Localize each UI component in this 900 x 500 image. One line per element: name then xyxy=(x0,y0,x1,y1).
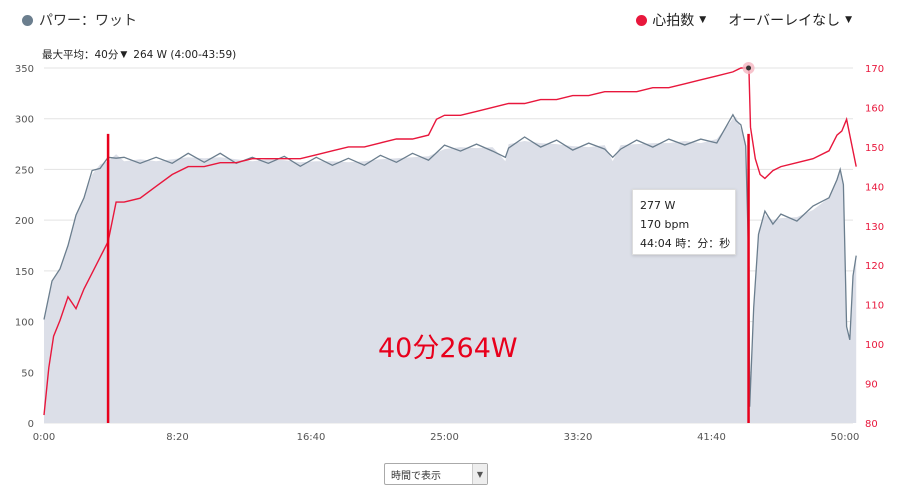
y-left-tick-label: 350 xyxy=(15,64,34,75)
y-right-tick-label: 160 xyxy=(865,103,884,114)
y-right-tick-label: 120 xyxy=(865,261,884,272)
hr-line xyxy=(43,67,857,416)
y-right-tick-label: 110 xyxy=(865,301,884,312)
header-controls: 心拍数 ▼ オーバーレイなし ▼ xyxy=(636,10,852,30)
hover-point xyxy=(746,65,752,71)
y-right-tick-label: 80 xyxy=(865,419,878,430)
overlay-label: オーバーレイなし xyxy=(728,13,841,29)
chart-tooltip: 277 W 170 bpm 44:04 時：分：秒 xyxy=(632,189,736,255)
power-line xyxy=(43,113,857,407)
y-left-tick-label: 250 xyxy=(15,165,34,176)
x-tick-label: 41:40 xyxy=(697,432,726,443)
y-left-tick-label: 200 xyxy=(15,216,34,227)
chevron-down-icon: ▼ xyxy=(699,15,707,25)
overlay-dropdown[interactable]: オーバーレイなし ▼ xyxy=(728,10,852,30)
time-select-value: 時間で表示 xyxy=(391,470,441,482)
chevron-down-icon: ▼ xyxy=(472,464,487,484)
annotation-text: 40分264W xyxy=(378,333,518,364)
y-right-tick-label: 170 xyxy=(865,64,884,75)
x-tick-label: 16:40 xyxy=(297,432,326,443)
power-legend-dot xyxy=(22,14,33,26)
y-left-tick-label: 300 xyxy=(15,115,34,126)
max-average-dropdown[interactable]: 最大平均：40分 ▼ xyxy=(42,47,127,62)
y-right-tick-label: 100 xyxy=(865,340,884,351)
hr-legend-label: 心拍数 xyxy=(652,13,695,29)
y-left-tick-label: 100 xyxy=(15,318,34,329)
max-average-readout: 最大平均：40分 ▼ 264 W (4:00-43:59) xyxy=(42,47,236,62)
y-left-tick-label: 0 xyxy=(28,419,34,430)
legend-power[interactable]: パワー：ワット xyxy=(22,10,137,30)
max-average-label: 最大平均：40分 xyxy=(42,49,119,61)
x-tick-label: 0:00 xyxy=(33,432,55,443)
y-right-tick-label: 140 xyxy=(865,182,884,193)
y-right-tick-label: 150 xyxy=(865,143,884,154)
y-left-tick-label: 50 xyxy=(21,368,34,379)
tooltip-time: 44:04 時：分：秒 xyxy=(640,237,731,250)
x-tick-label: 25:00 xyxy=(430,432,459,443)
max-average-value: 264 W (4:00-43:59) xyxy=(133,48,237,61)
chevron-down-icon: ▼ xyxy=(120,49,128,60)
time-select[interactable]: 時間で表示 ▼ xyxy=(384,463,488,485)
tooltip-power: 277 W xyxy=(640,199,676,212)
y-right-tick-label: 90 xyxy=(865,380,878,391)
y-left-tick-label: 150 xyxy=(15,267,34,278)
x-tick-label: 33:20 xyxy=(564,432,593,443)
chevron-down-icon: ▼ xyxy=(845,15,852,25)
x-tick-label: 50:00 xyxy=(831,432,860,443)
hr-legend-dropdown[interactable]: 心拍数 ▼ xyxy=(636,10,706,30)
x-tick-label: 8:20 xyxy=(166,432,188,443)
hr-legend-dot xyxy=(636,14,648,26)
power-legend-label: パワー：ワット xyxy=(39,13,137,29)
power-area xyxy=(44,116,857,423)
tooltip-hr: 170 bpm xyxy=(640,218,690,231)
y-right-tick-label: 130 xyxy=(865,222,884,233)
